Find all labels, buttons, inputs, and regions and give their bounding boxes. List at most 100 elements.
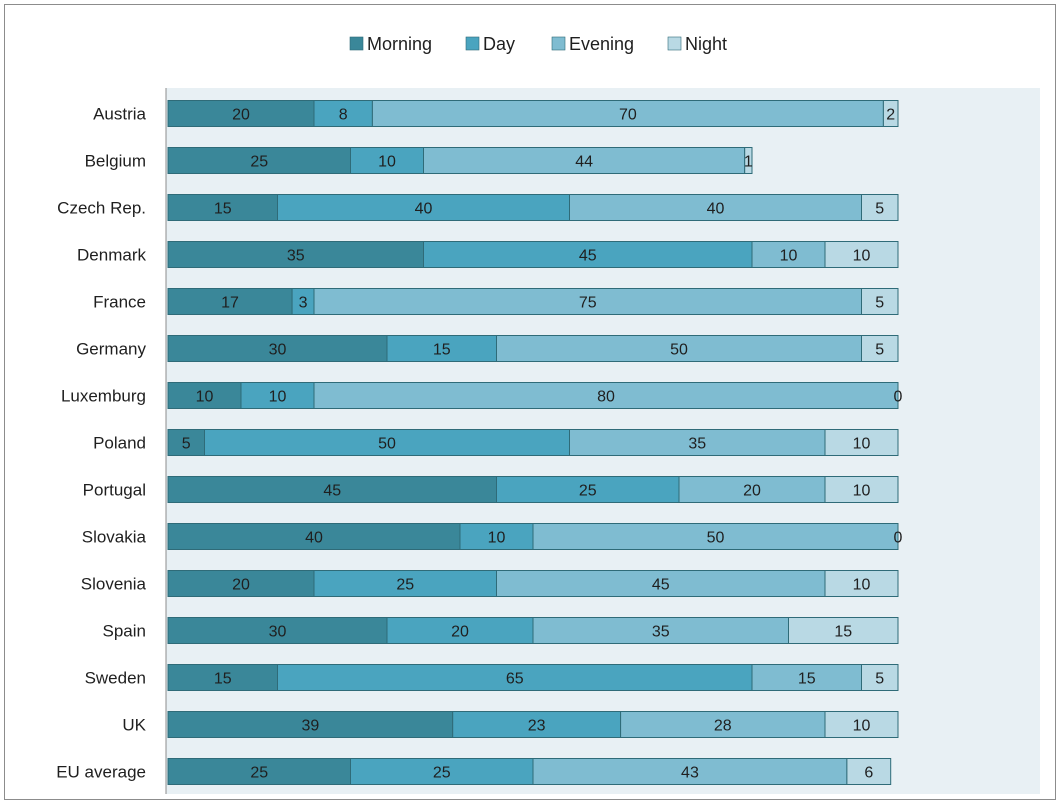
data-label: 80	[597, 389, 615, 406]
bar-day	[459, 523, 534, 550]
bar-day	[386, 617, 534, 644]
legend: Morning Day Evening Night	[349, 34, 727, 54]
category-label: Luxemburg	[61, 387, 146, 406]
bar-night	[744, 147, 753, 174]
category-labels: Austria Belgium Czech Rep. Denmark France Ger…	[56, 105, 146, 782]
bar-evening	[532, 617, 789, 644]
data-label: 5	[875, 201, 884, 218]
data-label: 25	[396, 577, 414, 594]
data-label: 45	[323, 483, 341, 500]
legend-label-evening: Evening	[569, 34, 634, 54]
bar-evening	[532, 758, 848, 785]
bar-day	[452, 711, 622, 738]
data-label: 10	[853, 248, 871, 265]
data-label: 10	[780, 248, 798, 265]
bar-night	[824, 241, 899, 268]
bar-morning	[167, 100, 315, 127]
category-label: Belgium	[85, 152, 146, 171]
bar-day	[204, 429, 570, 456]
bar-evening	[569, 429, 826, 456]
data-label: 5	[875, 671, 884, 688]
data-label: 10	[269, 389, 287, 406]
data-label: 10	[196, 389, 214, 406]
bar-morning	[167, 711, 454, 738]
bar-night	[882, 100, 899, 127]
data-label: 10	[853, 436, 871, 453]
data-label: 40	[305, 530, 323, 547]
data-label: 5	[875, 342, 884, 359]
bar-evening	[313, 288, 862, 315]
category-label: Czech Rep.	[57, 199, 146, 218]
bar-evening	[496, 335, 862, 362]
data-label: 15	[214, 671, 232, 688]
data-label: 35	[652, 624, 670, 641]
data-label: 43	[681, 765, 699, 782]
bar-night	[824, 711, 899, 738]
bar-night	[824, 429, 899, 456]
category-label: Slovenia	[81, 575, 147, 594]
bar-evening	[751, 241, 826, 268]
data-label: 0	[894, 530, 903, 547]
data-label: 17	[221, 295, 239, 312]
data-label: 40	[415, 201, 433, 218]
bar-day	[350, 147, 424, 174]
data-label: 10	[853, 577, 871, 594]
bar-morning	[167, 147, 351, 174]
bar-night	[861, 664, 899, 691]
data-label: 50	[670, 342, 688, 359]
data-label: 15	[214, 201, 232, 218]
legend-label-morning: Morning	[367, 34, 432, 54]
bar-evening	[569, 194, 862, 221]
data-label: 30	[269, 624, 287, 641]
data-label: 30	[269, 342, 287, 359]
bar-morning	[167, 617, 388, 644]
legend-swatch-night	[667, 36, 682, 51]
data-label: 70	[619, 107, 637, 124]
bar-evening	[620, 711, 826, 738]
bar-night	[824, 570, 899, 597]
bar-morning	[167, 664, 278, 691]
category-label: Spain	[103, 622, 146, 641]
bar-day	[350, 758, 534, 785]
legend-swatch-morning	[349, 36, 364, 51]
data-label: 25	[250, 154, 268, 171]
data-label: 45	[652, 577, 670, 594]
data-label: 1	[744, 154, 753, 171]
data-label: 20	[232, 577, 250, 594]
bar-day	[496, 476, 680, 503]
legend-swatch-evening	[551, 36, 566, 51]
data-label: 20	[232, 107, 250, 124]
bar-evening	[496, 570, 826, 597]
category-label: EU average	[56, 763, 146, 782]
bar-morning	[167, 288, 293, 315]
bar-day	[240, 382, 315, 409]
category-label: UK	[122, 716, 146, 735]
data-label: 10	[853, 718, 871, 735]
bar-day	[386, 335, 497, 362]
category-label: Austria	[93, 105, 146, 124]
data-label: 15	[834, 624, 852, 641]
bar-morning	[167, 382, 242, 409]
bar-evening	[313, 382, 899, 409]
data-label: 6	[864, 765, 873, 782]
data-label: 2	[886, 107, 895, 124]
data-label: 23	[528, 718, 546, 735]
data-label: 5	[875, 295, 884, 312]
category-label: Poland	[93, 434, 146, 453]
legend-label-night: Night	[685, 34, 727, 54]
data-label: 15	[798, 671, 816, 688]
bar-day	[277, 664, 753, 691]
bar-evening	[532, 523, 899, 550]
category-label: France	[93, 293, 146, 312]
data-label: 40	[707, 201, 725, 218]
data-label: 3	[299, 295, 308, 312]
category-label: Sweden	[85, 669, 146, 688]
data-label: 75	[579, 295, 597, 312]
data-label: 50	[707, 530, 725, 547]
bar-morning	[167, 335, 388, 362]
data-label: 5	[182, 436, 191, 453]
data-label: 50	[378, 436, 396, 453]
bar-morning	[167, 758, 351, 785]
